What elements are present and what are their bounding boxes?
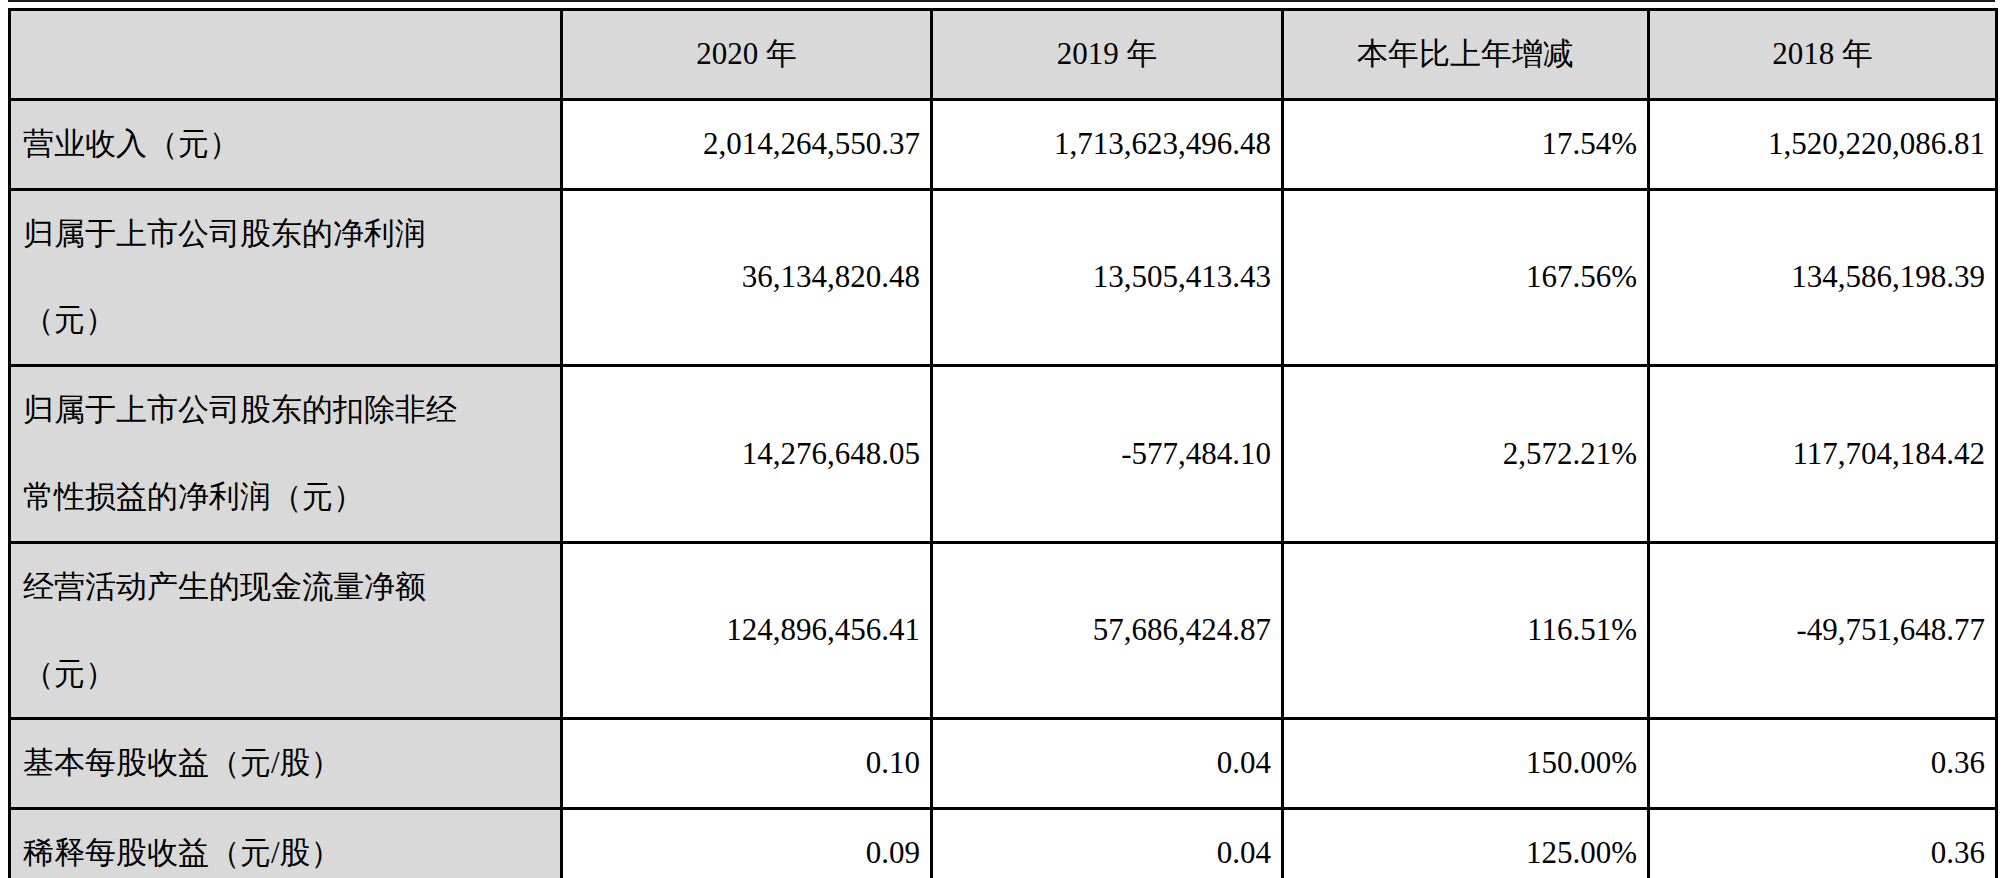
- value-cell: 2,572.21%: [1283, 366, 1649, 543]
- value-cell: 0.04: [932, 719, 1283, 809]
- row-label-cell: 基本每股收益（元/股）: [10, 719, 562, 809]
- row-label-cell: 营业收入（元）: [10, 99, 562, 189]
- value-cell: 17.54%: [1283, 99, 1649, 189]
- value-cell: 150.00%: [1283, 719, 1649, 809]
- table-header-row: 2020 年 2019 年 本年比上年增减 2018 年: [10, 10, 1997, 100]
- row-label-cell: 经营活动产生的现金流量净额（元）: [10, 542, 562, 719]
- value-cell: 167.56%: [1283, 189, 1649, 366]
- value-cell: 1,520,220,086.81: [1649, 99, 1997, 189]
- value-cell: 14,276,648.05: [562, 366, 932, 543]
- table-row: 归属于上市公司股东的净利润（元） 36,134,820.4813,505,413.…: [10, 189, 1997, 366]
- value-cell: 2,014,264,550.37: [562, 99, 932, 189]
- table-row: 经营活动产生的现金流量净额（元） 124,896,456.4157,686,424…: [10, 542, 1997, 719]
- value-cell: 1,713,623,496.48: [932, 99, 1283, 189]
- header-cell-blank: [10, 10, 562, 100]
- row-label-text: 经营活动产生的现金流量净额（元）: [23, 544, 471, 718]
- value-cell: 57,686,424.87: [932, 542, 1283, 719]
- value-cell: 0.36: [1649, 719, 1997, 809]
- top-edge-rule: [8, 0, 1995, 2]
- value-cell: 36,134,820.48: [562, 189, 932, 366]
- row-label-text: 营业收入（元）: [23, 101, 471, 188]
- value-cell: 125.00%: [1283, 809, 1649, 878]
- header-cell-year-2020: 2020 年: [562, 10, 932, 100]
- annual-report-financial-summary-page: 2020 年 2019 年 本年比上年增减 2018 年 营业收入（元） 2,01…: [0, 0, 2003, 878]
- row-label-text: 基本每股收益（元/股）: [23, 720, 471, 807]
- header-cell-year-2019: 2019 年: [932, 10, 1283, 100]
- value-cell: 0.04: [932, 809, 1283, 878]
- header-cell-year-2018: 2018 年: [1649, 10, 1997, 100]
- value-cell: 0.09: [562, 809, 932, 878]
- value-cell: -577,484.10: [932, 366, 1283, 543]
- value-cell: 117,704,184.42: [1649, 366, 1997, 543]
- row-label-text: 归属于上市公司股东的净利润（元）: [23, 191, 471, 365]
- table-row: 营业收入（元）2,014,264,550.371,713,623,496.481…: [10, 99, 1997, 189]
- value-cell: 124,896,456.41: [562, 542, 932, 719]
- row-label-text: 归属于上市公司股东的扣除非经常性损益的净利润（元）: [23, 367, 471, 541]
- value-cell: 13,505,413.43: [932, 189, 1283, 366]
- value-cell: 0.36: [1649, 809, 1997, 878]
- row-label-text: 稀释每股收益（元/股）: [23, 810, 471, 878]
- value-cell: 0.10: [562, 719, 932, 809]
- table-row: 稀释每股收益（元/股） 0.090.04125.00%0.36: [10, 809, 1997, 878]
- value-cell: 116.51%: [1283, 542, 1649, 719]
- row-label-cell: 归属于上市公司股东的净利润（元）: [10, 189, 562, 366]
- table-row: 基本每股收益（元/股） 0.100.04150.00%0.36: [10, 719, 1997, 809]
- header-cell-yoy-change: 本年比上年增减: [1283, 10, 1649, 100]
- row-label-cell: 归属于上市公司股东的扣除非经常性损益的净利润（元）: [10, 366, 562, 543]
- financial-summary-table: 2020 年 2019 年 本年比上年增减 2018 年 营业收入（元） 2,01…: [8, 8, 1998, 878]
- value-cell: 134,586,198.39: [1649, 189, 1997, 366]
- table-row: 归属于上市公司股东的扣除非经常性损益的净利润（元） 14,276,648.05-5…: [10, 366, 1997, 543]
- row-label-cell: 稀释每股收益（元/股）: [10, 809, 562, 878]
- value-cell: -49,751,648.77: [1649, 542, 1997, 719]
